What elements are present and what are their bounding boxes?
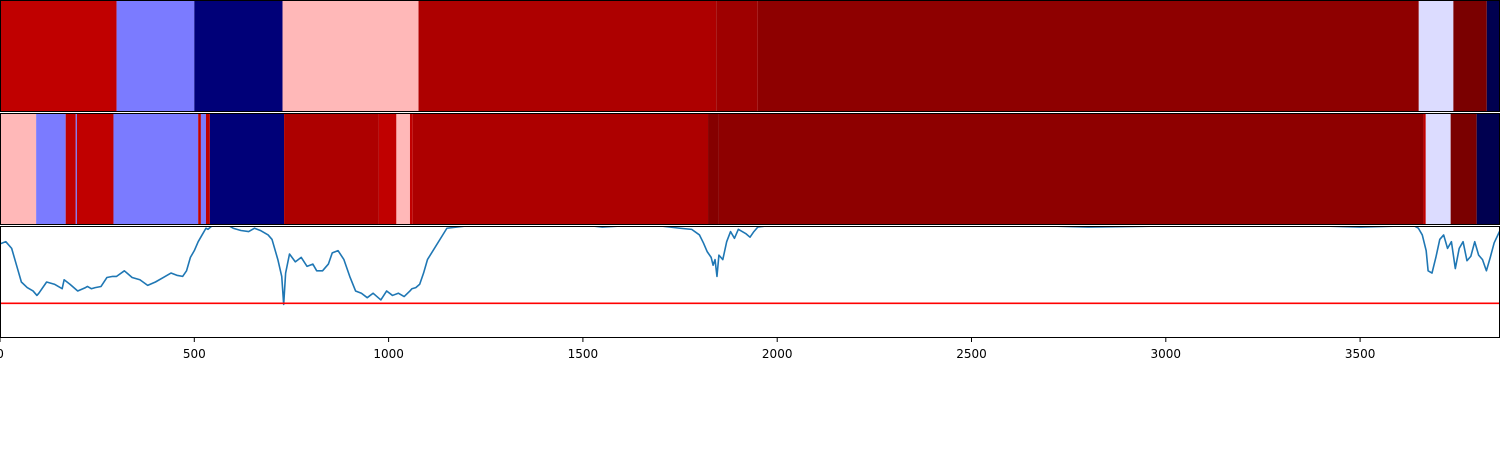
plot-background (0, 226, 1500, 338)
heatmap-segment (718, 113, 1424, 225)
heatmap-segment (36, 113, 66, 225)
heatmap-segment (200, 113, 206, 225)
heatmap-segment (284, 113, 379, 225)
heatmap-segment (418, 0, 717, 112)
heatmap-segment (708, 113, 719, 225)
heatmap-segment (116, 0, 195, 112)
heatmap-segment (1486, 0, 1500, 112)
middle-band-panel (0, 113, 1500, 225)
x-tick-label: 3500 (1345, 347, 1376, 361)
heatmap-segment (0, 113, 37, 225)
heatmap-segment (1450, 113, 1477, 225)
heatmap-segment (716, 0, 758, 112)
heatmap-segment (282, 0, 419, 112)
top-band-panel (0, 0, 1500, 112)
heatmap-segment (409, 113, 413, 225)
x-tick-label: 1000 (373, 347, 404, 361)
heatmap-segment (205, 113, 210, 225)
heatmap-segment (396, 113, 410, 225)
heatmap-segment (1453, 0, 1487, 112)
heatmap-segment (1476, 113, 1500, 225)
heatmap-segment (378, 113, 397, 225)
heatmap-segment (757, 0, 1419, 112)
heatmap-segment (194, 0, 283, 112)
heatmap-segment (1418, 0, 1454, 112)
x-tick-label: 3000 (1151, 347, 1182, 361)
heatmap-segment (113, 113, 199, 225)
heatmap-segment (65, 113, 76, 225)
x-tick-label: 0 (0, 347, 4, 361)
line-plot-panel (0, 226, 1500, 338)
heatmap-segment (75, 113, 77, 225)
x-tick-label: 2500 (956, 347, 987, 361)
x-tick-label: 2000 (762, 347, 793, 361)
heatmap-segment (209, 113, 285, 225)
x-tick-label: 500 (183, 347, 206, 361)
heatmap-segment (1423, 113, 1426, 225)
heatmap-segment (1425, 113, 1451, 225)
heatmap-segment (198, 113, 201, 225)
x-tick-label: 1500 (568, 347, 599, 361)
heatmap-segment (412, 113, 709, 225)
heatmap-segment (76, 113, 114, 225)
x-axis: 0 500 1000 1500 2000 2500 3000 3500 (0, 338, 1375, 361)
heatmap-segment (0, 0, 117, 112)
